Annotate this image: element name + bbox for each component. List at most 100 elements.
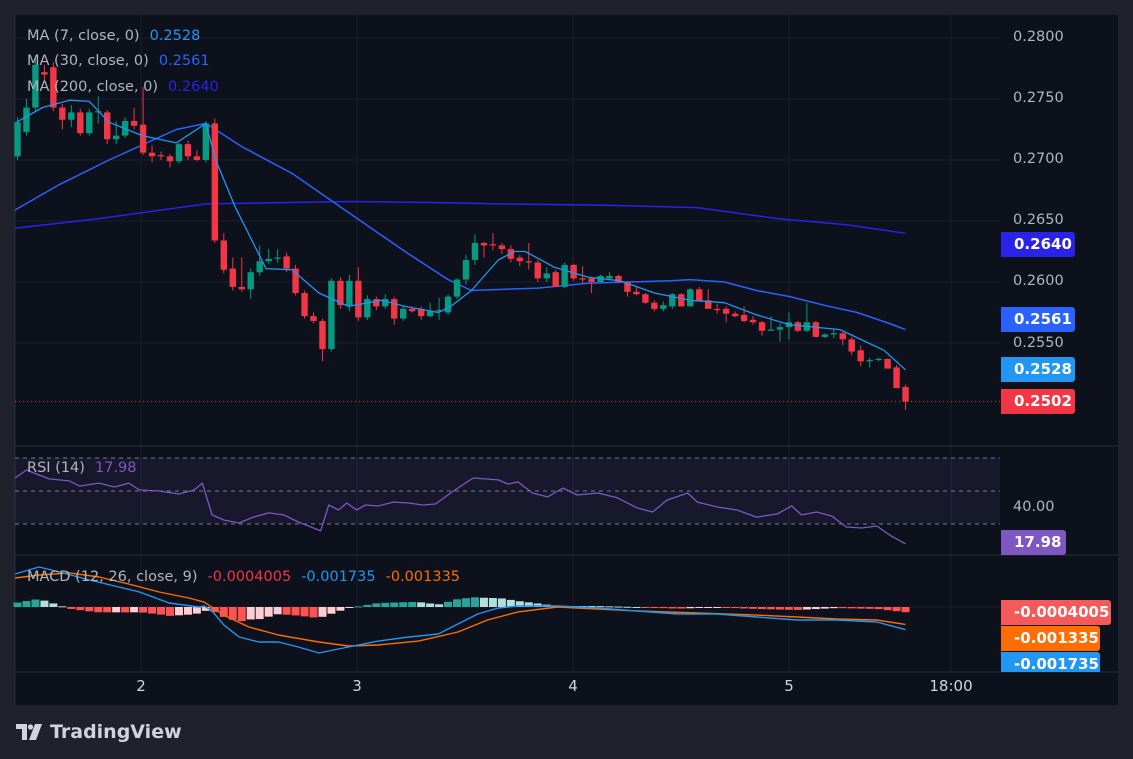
macd-histogram-bar	[488, 598, 497, 607]
candle	[821, 333, 828, 339]
macd-histogram-bar	[677, 607, 686, 609]
candle	[301, 290, 308, 319]
candle	[256, 245, 263, 276]
candle-body	[41, 72, 48, 75]
candle-body	[525, 261, 532, 263]
macd-histogram-bar	[802, 607, 811, 610]
candle-body	[767, 329, 775, 331]
candle-body	[328, 280, 335, 350]
candle	[642, 292, 649, 304]
macd-histogram-bar	[784, 607, 793, 610]
ma30-legend[interactable]: MA (30, close, 0) 0.2561	[27, 53, 210, 69]
candle	[678, 292, 685, 307]
ma200-legend-value: 0.2640	[168, 79, 219, 95]
price-tick: 0.2800	[1013, 29, 1064, 45]
macd-histogram-bar	[614, 606, 623, 608]
ma7-legend-value: 0.2528	[149, 28, 201, 44]
macd-histogram-bar	[766, 607, 775, 610]
macd-histogram-bar	[345, 607, 354, 608]
candle-body	[148, 152, 156, 157]
candle-body	[166, 156, 174, 162]
candle-body	[238, 286, 245, 290]
ma200-legend[interactable]: MA (200, close, 0) 0.2640	[27, 79, 219, 95]
candle	[337, 277, 344, 309]
candle	[552, 269, 559, 287]
candle	[480, 241, 488, 258]
candle	[462, 255, 470, 285]
candle-body	[893, 367, 900, 389]
tradingview-logo[interactable]: TradingView	[16, 721, 182, 743]
macd-legend-signal: -0.001335	[385, 569, 461, 585]
macd-hist-badge: -0.0004005	[1001, 600, 1111, 625]
macd-histogram-bar	[183, 607, 192, 615]
candle	[229, 257, 236, 291]
candle-body	[642, 294, 649, 303]
macd-histogram-bar	[327, 607, 336, 614]
candle-body	[884, 358, 891, 369]
candle-body	[552, 272, 559, 287]
macd-histogram-bar	[479, 597, 488, 607]
candle-body	[175, 144, 183, 162]
macd-histogram-bar	[408, 602, 417, 607]
candle	[498, 242, 506, 254]
macd-histogram-bar	[829, 607, 838, 609]
macd-histogram-bar	[533, 603, 542, 607]
rsi-legend-value: 17.98	[94, 460, 137, 476]
candle	[148, 145, 156, 163]
candle-body	[678, 294, 685, 307]
candle	[265, 249, 272, 264]
candle	[803, 302, 811, 333]
candle-body	[489, 244, 497, 246]
candle	[364, 295, 371, 320]
macd-histogram-bar	[883, 607, 892, 611]
candle-body	[480, 242, 488, 246]
chart-frame[interactable]	[15, 15, 1118, 705]
candle-body	[812, 322, 820, 337]
candle-body	[355, 280, 362, 318]
macd-histogram-bar	[865, 607, 874, 609]
macd-histogram-bar	[381, 602, 390, 607]
macd-histogram-bar	[838, 607, 847, 609]
candle	[68, 105, 75, 128]
candle-body	[310, 316, 317, 322]
candle	[722, 306, 730, 323]
macd-histogram-bar	[587, 606, 596, 608]
candle-body	[579, 278, 586, 280]
candle	[157, 151, 165, 160]
rsi-legend[interactable]: RSI (14) 17.98	[27, 460, 136, 476]
macd-histogram-bar	[686, 607, 695, 609]
macd-histogram-bar	[704, 607, 713, 608]
macd-histogram-bar	[13, 602, 22, 607]
candle	[713, 303, 721, 314]
macd-histogram-bar	[515, 601, 524, 607]
candle-body	[588, 278, 595, 282]
candle	[884, 358, 891, 369]
candle-body	[857, 350, 864, 362]
ma7-legend[interactable]: MA (7, close, 0) 0.2528	[27, 28, 200, 44]
macd-histogram-bar	[121, 607, 130, 613]
candle-body	[247, 272, 254, 290]
macd-legend[interactable]: MACD (12, 26, close, 9) -0.0004005 -0.0017…	[27, 569, 460, 585]
candle-body	[77, 112, 84, 134]
macd-histogram-bar	[731, 607, 740, 609]
candle-body	[498, 245, 506, 250]
macd-histogram-bar	[722, 607, 731, 608]
candle	[866, 357, 873, 368]
macd-histogram-bar	[740, 607, 749, 609]
candle	[740, 306, 748, 323]
ma7-line	[16, 99, 906, 371]
candle-body	[444, 296, 452, 313]
macd-histogram-bar	[462, 598, 470, 607]
candle-body	[839, 333, 846, 340]
macd-histogram-bar	[228, 607, 237, 620]
rsi-legend-label: RSI (14)	[27, 460, 85, 476]
candle-body	[821, 334, 828, 337]
time-tick: 5	[784, 677, 794, 695]
candle-body	[408, 308, 416, 312]
candle-body	[794, 322, 802, 331]
macd-histogram-bar	[22, 601, 31, 607]
candle-body	[86, 112, 93, 134]
ma7-legend-label: MA (7, close, 0)	[27, 28, 140, 44]
candle	[104, 109, 111, 145]
